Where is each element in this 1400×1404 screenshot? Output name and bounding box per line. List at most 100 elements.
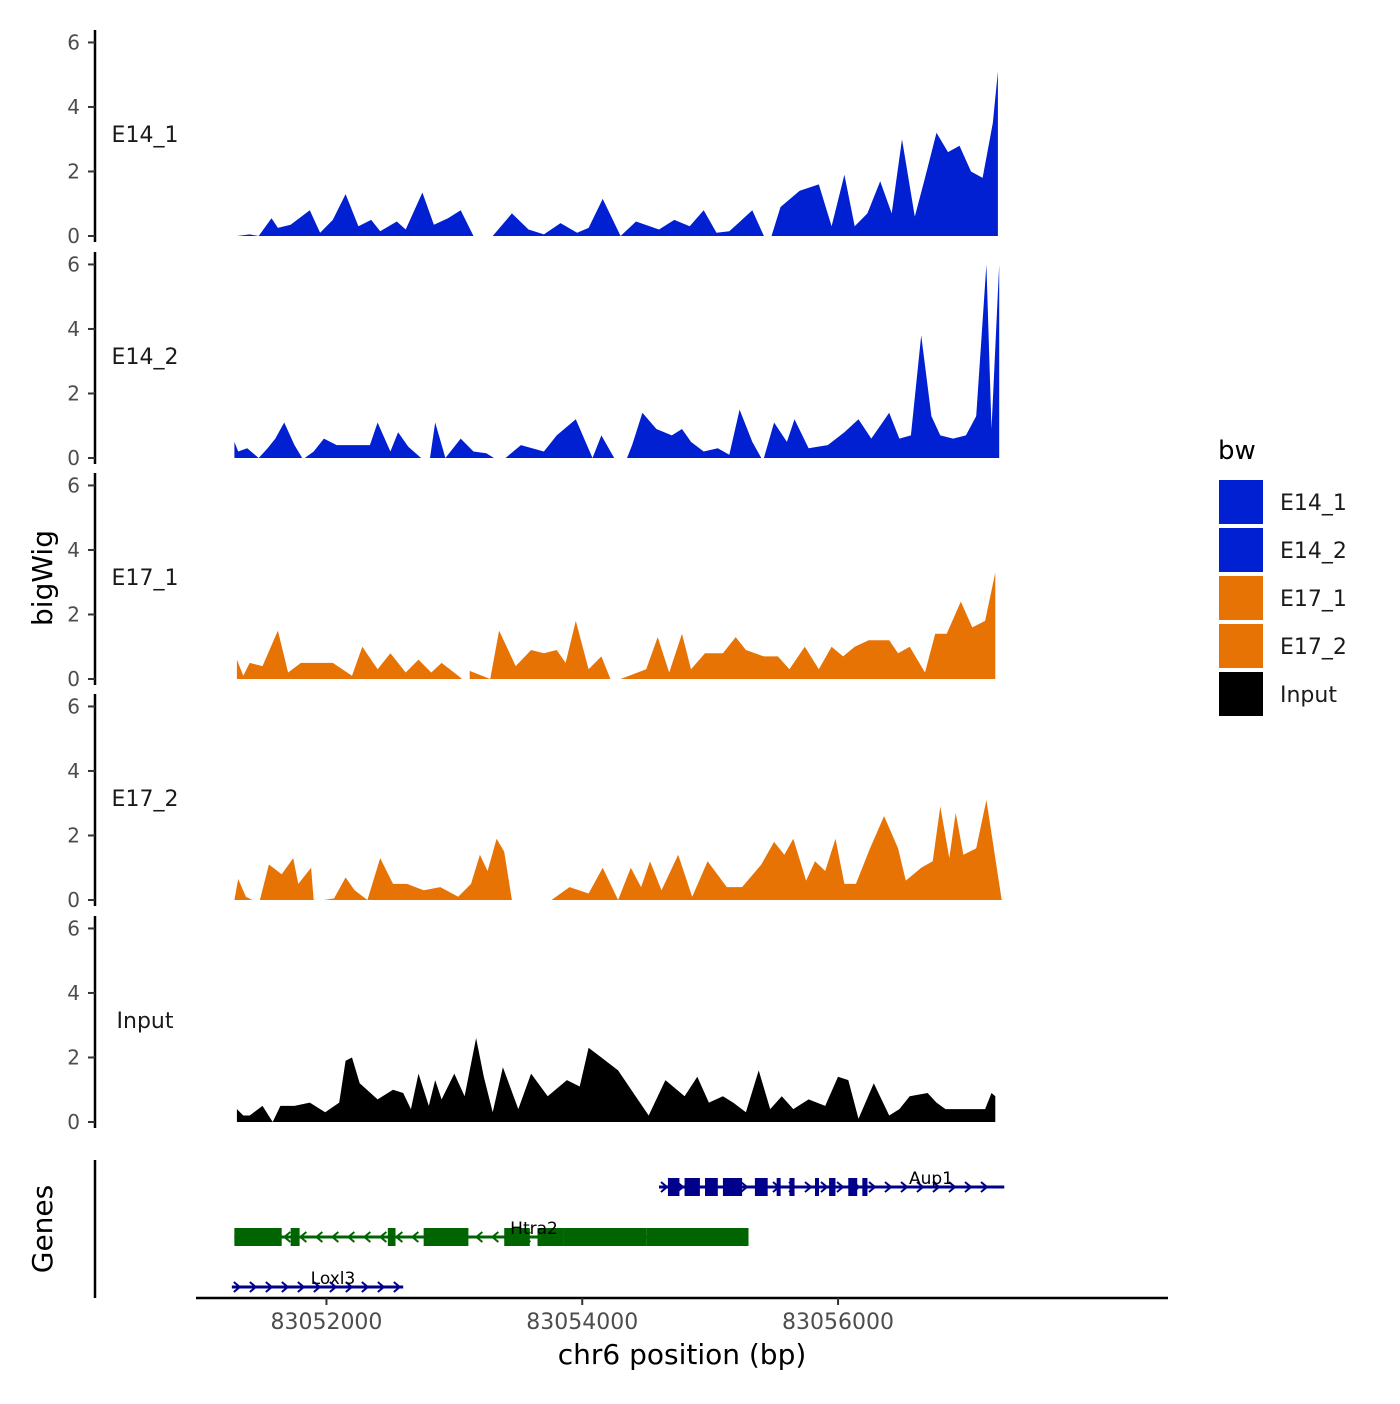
exon xyxy=(423,1228,439,1246)
strand-chevron xyxy=(474,1231,484,1243)
strand-chevron xyxy=(249,1281,258,1293)
panel-label: E17_1 xyxy=(112,566,179,591)
strand-chevron xyxy=(282,1231,292,1243)
x-tick-label: 83054000 xyxy=(526,1310,638,1335)
legend: bw E14_1 E14_2 E17_1 E17_2 Input xyxy=(1218,436,1347,716)
panel-e17-1: 0 2 4 6 E17_1 xyxy=(67,473,996,691)
gene-aup1: Aup1 xyxy=(658,1169,1005,1196)
strand-chevron xyxy=(298,1231,308,1243)
gene-label: Htra2 xyxy=(510,1219,558,1239)
strand-chevron xyxy=(378,1231,388,1243)
signal-panels: 0 2 4 6 E14_1 0 2 4 6 E14_2 0 2 4 6 E17_1 0 2 4 6 E17_2 0 2 4 6… xyxy=(67,30,1002,1134)
panel-e14-2: 0 2 4 6 E14_2 xyxy=(67,252,1000,470)
strand-chevron xyxy=(233,1281,242,1293)
strand-chevron xyxy=(361,1281,370,1293)
exon xyxy=(563,1228,647,1246)
y-tick-label: 2 xyxy=(67,602,80,626)
strand-chevron xyxy=(868,1181,877,1193)
signal-area xyxy=(469,620,611,679)
y-tick-label: 2 xyxy=(67,1045,80,1069)
signal-area xyxy=(770,71,998,236)
strand-chevron xyxy=(916,1181,925,1193)
exon xyxy=(754,1178,768,1196)
strand-chevron xyxy=(265,1281,274,1293)
strand-chevron xyxy=(804,1181,813,1193)
strand-chevron xyxy=(393,1281,402,1293)
exon xyxy=(829,1178,836,1196)
x-axis-label: chr6 position (bp) xyxy=(558,1338,807,1371)
signal-area xyxy=(234,879,255,900)
strand-chevron xyxy=(964,1181,973,1193)
gene-htra2: Htra2 xyxy=(234,1219,749,1246)
y-tick-label: 0 xyxy=(67,667,80,691)
legend-swatch xyxy=(1219,576,1263,620)
exon xyxy=(776,1178,781,1196)
panel-e17-2: 0 2 4 6 E17_2 xyxy=(67,694,1002,912)
legend-label: E14_2 xyxy=(1280,539,1347,564)
exon xyxy=(290,1228,300,1246)
signal-area xyxy=(618,572,996,679)
strand-chevron xyxy=(281,1281,290,1293)
legend-swatch xyxy=(1219,624,1263,668)
x-tick-label: 83052000 xyxy=(270,1310,382,1335)
y-tick-label: 4 xyxy=(67,317,80,341)
strand-chevron xyxy=(836,1181,845,1193)
strand-chevron xyxy=(660,1181,669,1193)
strand-chevron xyxy=(394,1231,404,1243)
exon xyxy=(815,1178,820,1196)
gene-label: Aup1 xyxy=(909,1169,953,1189)
strand-chevron xyxy=(980,1181,989,1193)
y-tick-label: 6 xyxy=(67,694,80,718)
signal-area xyxy=(234,422,303,458)
exon xyxy=(504,1228,530,1246)
signal-area xyxy=(321,838,512,900)
panel-label: E14_2 xyxy=(112,345,179,370)
signal-area xyxy=(236,630,462,679)
exon xyxy=(667,1178,680,1196)
strand-chevron xyxy=(362,1231,372,1243)
strand-chevron xyxy=(345,1281,354,1293)
signal-area xyxy=(430,422,494,458)
gene-loxl3: Loxl3 xyxy=(231,1269,404,1293)
legend-swatch xyxy=(1219,528,1263,572)
y-tick-label: 6 xyxy=(67,916,80,940)
y-tick-label: 0 xyxy=(67,446,80,470)
legend-label: Input xyxy=(1280,683,1337,708)
legend-title: bw xyxy=(1218,436,1256,466)
strand-chevron xyxy=(740,1181,749,1193)
y-tick-label: 0 xyxy=(67,224,80,248)
y-tick-label: 2 xyxy=(67,381,80,405)
strand-chevron xyxy=(932,1181,941,1193)
signal-area xyxy=(259,858,314,900)
panel-input: 0 2 4 6 Input xyxy=(67,916,996,1134)
x-axis: 83052000 83054000 83056000 xyxy=(196,1296,1168,1335)
y-tick-label: 2 xyxy=(67,823,80,847)
y-tick-label: 2 xyxy=(67,159,80,183)
exon xyxy=(684,1178,700,1196)
signal-area xyxy=(505,419,624,458)
strand-chevron xyxy=(490,1231,500,1243)
gene-track: Aup1 Htra2 Loxl3 xyxy=(93,1160,1005,1298)
legend-label: E17_1 xyxy=(1280,587,1347,612)
genes-axis-label: Genes xyxy=(26,1185,59,1273)
exon xyxy=(722,1178,743,1196)
y-tick-label: 4 xyxy=(67,981,80,1005)
panel-label: E14_1 xyxy=(112,123,179,148)
strand-chevron xyxy=(329,1281,338,1293)
exon xyxy=(646,1228,749,1246)
panel-e14-1: 0 2 4 6 E14_1 xyxy=(67,30,998,248)
strand-chevron xyxy=(330,1231,340,1243)
strand-chevron xyxy=(313,1281,322,1293)
legend-swatch xyxy=(1219,480,1263,524)
exon xyxy=(439,1228,469,1246)
y-axis-label: bigWig xyxy=(26,530,59,626)
y-tick-label: 4 xyxy=(67,538,80,562)
strand-chevron xyxy=(948,1181,957,1193)
y-tick-label: 6 xyxy=(67,252,80,276)
strand-chevron xyxy=(297,1281,306,1293)
signal-area xyxy=(236,192,764,236)
exon xyxy=(387,1228,396,1246)
y-tick-label: 4 xyxy=(67,95,80,119)
